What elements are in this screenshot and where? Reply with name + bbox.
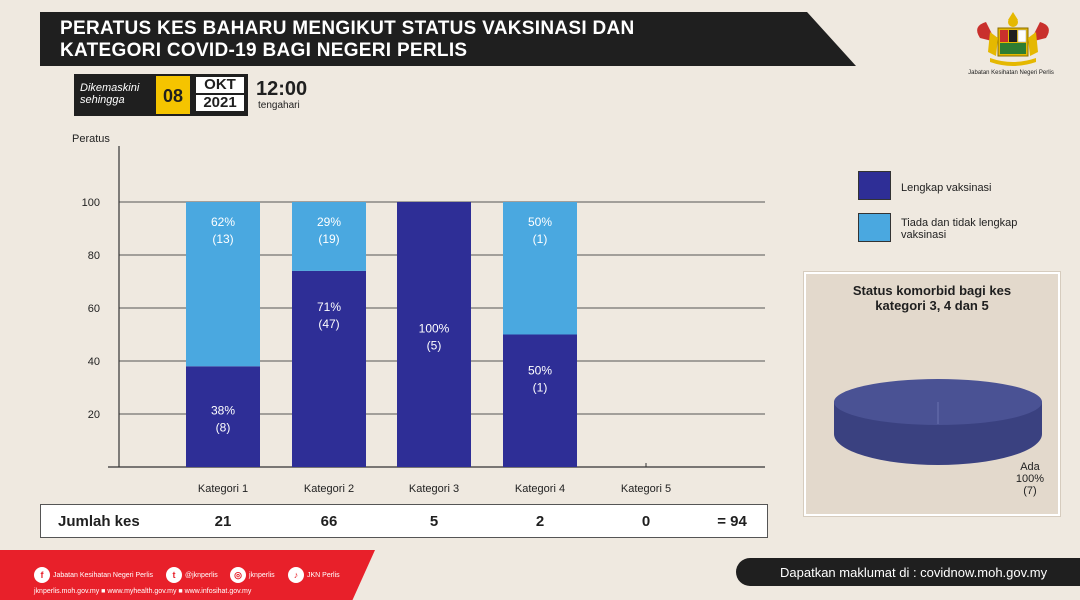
y-tick-label: 60 xyxy=(88,303,100,315)
bar-tiada-2 xyxy=(292,202,366,271)
bar-value-label: 62% xyxy=(211,215,235,229)
bar-lengkap-3 xyxy=(397,202,471,467)
totals-row xyxy=(40,504,768,538)
x-tick-label: Kategori 2 xyxy=(304,483,354,495)
instagram-icon: ◎ xyxy=(230,567,246,583)
bar-tiada-1 xyxy=(186,202,260,367)
x-tick-label: Kategori 4 xyxy=(515,483,565,495)
pie-title: Status komorbid bagi kes kategori 3, 4 d… xyxy=(804,283,1060,313)
update-label-line-2: sehingga xyxy=(80,94,125,106)
x-tick-label: Kategori 5 xyxy=(621,483,671,495)
y-tick-label: 40 xyxy=(88,356,100,368)
legend-label-lengkap: Lengkap vaksinasi xyxy=(901,182,992,194)
pie-slice-label: Ada 100% (7) xyxy=(1000,461,1060,497)
bar-value-label: 50% xyxy=(528,364,552,378)
bar-value-label: 50% xyxy=(528,215,552,229)
bar-tiada-4 xyxy=(503,202,577,335)
pie-slice-count: (7) xyxy=(1023,485,1037,497)
pie-slice-percent: 100% xyxy=(1015,473,1045,485)
bar-count-label: (47) xyxy=(318,317,339,331)
tiktok-icon: ♪ xyxy=(288,567,304,583)
bar-count-label: (1) xyxy=(533,381,548,395)
bar-value-label: 100% xyxy=(419,322,450,336)
total-kategori-1: 21 xyxy=(214,513,232,530)
update-label-line-1: Dikemaskini xyxy=(80,82,140,94)
social-facebook-label: Jabatan Kesihatan Negeri Perlis xyxy=(53,571,154,579)
bar-lengkap-4 xyxy=(503,334,577,467)
bar-value-label: 38% xyxy=(211,404,235,418)
x-tick-label: Kategori 1 xyxy=(198,483,248,495)
total-kategori-2: 66 xyxy=(320,513,338,530)
bar-value-label: 29% xyxy=(317,215,341,229)
social-twitter[interactable]: t @jknperlis xyxy=(166,566,218,584)
page-title-line-2: KATEGORI COVID-19 BAGI NEGERI PERLIS xyxy=(60,40,468,61)
bar-count-label: (19) xyxy=(318,232,339,246)
facebook-icon: f xyxy=(34,567,50,583)
social-facebook[interactable]: f Jabatan Kesihatan Negeri Perlis xyxy=(34,566,153,584)
page-title-line-1: PERATUS KES BAHARU MENGIKUT STATUS VAKSI… xyxy=(60,18,635,39)
twitter-icon: t xyxy=(166,567,182,583)
update-time-label: tengahari xyxy=(258,100,300,111)
pie-chart xyxy=(834,379,1042,465)
total-kategori-3: 5 xyxy=(429,513,439,530)
bar-count-label: (8) xyxy=(216,421,231,435)
total-kategori-4: 2 xyxy=(535,513,545,530)
y-tick-label: 20 xyxy=(88,409,100,421)
x-tick-label: Kategori 3 xyxy=(409,483,459,495)
title-banner: PERATUS KES BAHARU MENGIKUT STATUS VAKSI… xyxy=(40,12,856,66)
total-kategori-5: 0 xyxy=(641,513,651,530)
pie-title-line-1: Status komorbid bagi kes xyxy=(852,283,1012,298)
coat-of-arms-logo xyxy=(977,12,1049,66)
social-tiktok[interactable]: ♪ JKN Perlis xyxy=(288,566,340,584)
pie-slice-name: Ada xyxy=(1020,461,1040,473)
pie-title-line-2: kategori 3, 4 dan 5 xyxy=(875,298,989,313)
y-axis-title: Peratus xyxy=(72,133,110,145)
bar-count-label: (13) xyxy=(212,232,233,246)
legend-label-tiada: Tiada dan tidak lengkap vaksinasi xyxy=(901,217,1018,241)
footer-links[interactable]: jknperlis.moh.gov.my ■ www.myhealth.gov.… xyxy=(34,588,252,595)
update-time: 12:00 xyxy=(256,78,308,100)
bar-lengkap-1 xyxy=(186,366,260,467)
legend-swatch-tiada xyxy=(858,213,891,242)
social-instagram-label: jknperlis xyxy=(249,571,275,579)
legend-swatch-lengkap xyxy=(858,171,891,200)
totals-label: Jumlah kes xyxy=(58,513,140,530)
bar-lengkap-2 xyxy=(292,270,366,467)
bar-count-label: (1) xyxy=(533,232,548,246)
bar-value-label: 71% xyxy=(317,300,341,314)
update-year: 2021 xyxy=(196,95,244,111)
y-tick-label: 100 xyxy=(82,197,100,209)
grand-total: = 94 xyxy=(717,513,747,530)
update-month: OKT xyxy=(196,77,244,93)
social-twitter-label: @jknperlis xyxy=(185,571,218,579)
footer-info-text[interactable]: Dapatkan maklumat di : covidnow.moh.gov.… xyxy=(780,565,1048,580)
social-tiktok-label: JKN Perlis xyxy=(307,571,340,579)
calendar-day-box xyxy=(154,74,192,116)
footer-social-bar xyxy=(0,550,375,600)
update-label: Dikemaskini sehingga xyxy=(80,82,139,106)
logo-caption: Jabatan Kesihatan Negeri Perlis xyxy=(968,70,1054,76)
social-instagram[interactable]: ◎ jknperlis xyxy=(230,566,275,584)
update-day: 08 xyxy=(162,86,184,106)
y-tick-label: 80 xyxy=(88,250,100,262)
bar-count-label: (5) xyxy=(427,339,442,353)
footer-info-bar xyxy=(736,558,1080,586)
